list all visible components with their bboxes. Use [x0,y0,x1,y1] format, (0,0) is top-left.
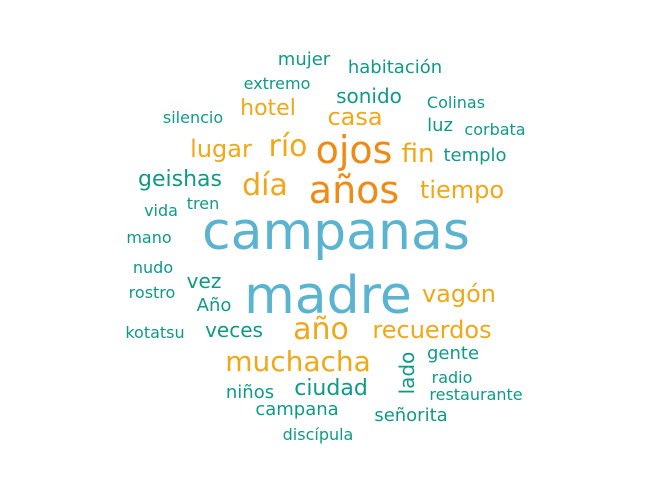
word-vagon: vagón [421,280,497,308]
word-campanas: campanas [202,202,470,262]
word-ciudad: ciudad [294,376,368,401]
word-lugar: lugar [190,135,252,163]
word-dia: día [242,168,288,203]
word-campana: campana [255,399,339,420]
word-restaurante: restaurante [429,385,523,404]
word-ojos: ojos [315,128,393,172]
word-tren: tren [186,194,220,213]
word-geishas: geishas [138,167,222,192]
word-kotatsu: kotatsu [125,323,185,342]
word-discipula: discípula [282,425,354,444]
word-lado: lado [395,351,419,395]
word-tiempo: tiempo [419,176,505,204]
word-casa: casa [327,103,383,131]
word-veces: veces [205,318,263,342]
word-extremo: extremo [243,74,311,93]
word-radio: radio [431,368,473,387]
word-rostro: rostro [128,283,176,302]
word-luz: luz [427,115,453,136]
word-vez: vez [186,269,222,293]
word-vida: vida [144,201,178,220]
word-ninos: niños [225,382,275,403]
word-madre: madre [244,266,412,326]
word-gente: gente [426,343,480,364]
word-anos: años [308,168,400,212]
word-silencio: silencio [162,108,224,127]
word-templo: templo [443,145,507,166]
word-mujer: mujer [277,49,331,70]
word-senorita: señorita [374,405,448,426]
word-habitacion: habitación [347,57,443,78]
word-corbata: corbata [464,120,526,139]
word-ano: Año [196,295,232,316]
word-rio: río [268,129,308,164]
word-hotel: hotel [240,96,296,121]
word-ano: año [293,312,349,347]
word-sonido: sonido [336,84,402,108]
word-nudo: nudo [132,258,174,277]
word-fin: fin [401,139,435,169]
word-colinas: Colinas [426,93,486,112]
word-muchacha: muchacha [225,345,371,378]
word-recuerdos: recuerdos [372,316,492,344]
word-mano: mano [126,228,172,247]
